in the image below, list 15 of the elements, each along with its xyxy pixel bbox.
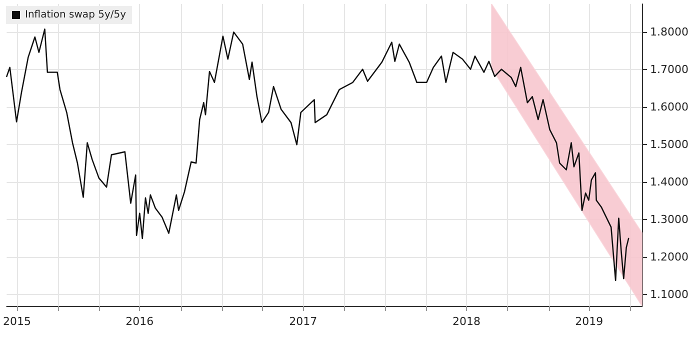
x-tick-label: 2016 (126, 315, 154, 328)
x-tick-label: 2019 (575, 315, 604, 328)
y-tick-label: 1.5000 (650, 138, 688, 152)
y-tick-label: 1.3000 (650, 213, 688, 226)
legend-label: Inflation swap 5y/5y (25, 10, 126, 20)
y-tick-label: 1.8000 (650, 26, 688, 39)
y-tick-label: 1.7000 (650, 63, 688, 76)
y-tick-label: 1.1000 (650, 288, 688, 302)
y-tick-label: 1.6000 (650, 100, 688, 114)
y-tick-label: 1.4000 (650, 176, 688, 189)
line-series (6, 28, 630, 282)
x-tick-label: 2015 (2, 315, 31, 328)
y-tick-label: 1.2000 (650, 250, 688, 264)
x-tick-label: 2018 (452, 315, 480, 328)
x-tick-label: 2017 (289, 315, 318, 328)
